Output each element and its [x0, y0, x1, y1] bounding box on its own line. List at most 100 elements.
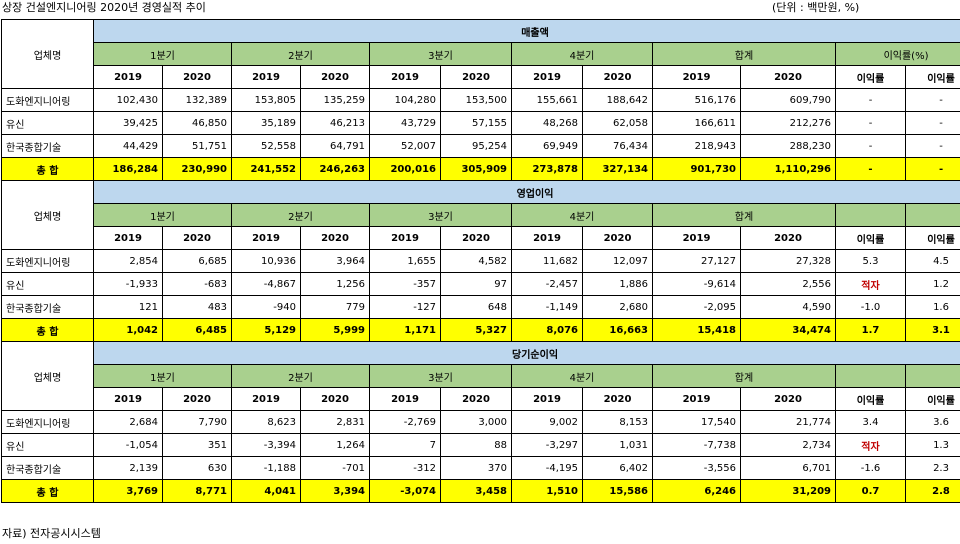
value-cell: 901,730 — [652, 157, 741, 181]
company-name: 유신 — [1, 433, 94, 457]
value-cell: -3,074 — [369, 479, 441, 503]
company-row: 한국종합기술 121 483 -940 779 -127 648 -1,149 2,680 -2,… — [1, 295, 960, 319]
ratio-cell: 2.3 — [904, 456, 960, 480]
year-header: 2020 — [162, 387, 232, 411]
value-cell: 2,684 — [93, 410, 163, 434]
quarter-header: 2분기 — [231, 42, 370, 66]
value-cell: 7,790 — [162, 410, 232, 434]
quarter-header: 3분기 — [369, 42, 512, 66]
ratio-cell: 1.7 — [835, 318, 906, 342]
value-cell: 370 — [440, 456, 512, 480]
value-cell: 230,990 — [162, 157, 232, 181]
value-cell: 43,729 — [369, 111, 441, 135]
value-cell: 2,854 — [93, 249, 163, 273]
value-cell: 12,097 — [582, 249, 653, 273]
year-header: 2020 — [162, 226, 232, 250]
value-cell: 3,458 — [440, 479, 512, 503]
value-cell: 64,791 — [300, 134, 370, 158]
value-cell: 7 — [369, 433, 441, 457]
quarter-header-row: 1분기 2분기 3분기 4분기 합계 — [2, 203, 960, 227]
value-cell: 648 — [440, 295, 512, 319]
value-cell: -1,149 — [511, 295, 583, 319]
company-name: 유신 — [1, 111, 94, 135]
total-label: 총 합 — [1, 318, 94, 342]
total-row: 총 합 186,284 230,990 241,552 246,263 200,016 30… — [1, 157, 960, 181]
year-header: 2019 — [652, 387, 741, 411]
value-cell: -2,095 — [652, 295, 741, 319]
year-header: 2020 — [582, 387, 653, 411]
value-cell: -3,556 — [652, 456, 741, 480]
value-cell: 305,909 — [440, 157, 512, 181]
ratio-cell: 1.3 — [904, 433, 960, 457]
value-cell: 8,076 — [511, 318, 583, 342]
ratio-header: 이익률 — [904, 387, 960, 411]
value-cell: 97 — [440, 272, 512, 296]
ratio-cell: 적자 — [835, 433, 906, 457]
value-cell: 6,685 — [162, 249, 232, 273]
value-cell: -940 — [231, 295, 301, 319]
ratio-cell: 1.2 — [904, 272, 960, 296]
value-cell: 1,042 — [93, 318, 163, 342]
value-cell: 62,058 — [582, 111, 653, 135]
company-header: 업체명 — [1, 341, 94, 411]
ratio-cell: 3.6 — [904, 410, 960, 434]
value-cell: -3,297 — [511, 433, 583, 457]
value-cell: 153,805 — [231, 88, 301, 112]
year-header: 2020 — [440, 226, 512, 250]
year-header: 2019 — [511, 387, 583, 411]
value-cell: 4,590 — [740, 295, 836, 319]
value-cell: -127 — [369, 295, 441, 319]
ratio-group-header: 이익률(%) — [834, 42, 960, 66]
ratio-header: 이익률 — [835, 226, 906, 250]
value-cell: -1,054 — [93, 433, 163, 457]
value-cell: -1,933 — [93, 272, 163, 296]
quarter-header: 2분기 — [231, 364, 370, 388]
year-header: 2020 — [740, 226, 836, 250]
company-row: 유신 -1,933 -683 -4,867 1,256 -357 97 -2,457 1,886… — [1, 272, 960, 296]
quarter-header: 4분기 — [511, 42, 653, 66]
value-cell: 10,936 — [231, 249, 301, 273]
value-cell: 166,611 — [652, 111, 741, 135]
year-header: 2019 — [231, 65, 301, 89]
company-header: 업체명 — [1, 19, 94, 89]
year-header: 2020 — [300, 387, 370, 411]
value-cell: 17,540 — [652, 410, 741, 434]
quarter-header: 1분기 — [93, 203, 232, 227]
value-cell: 630 — [162, 456, 232, 480]
value-cell: 48,268 — [511, 111, 583, 135]
value-cell: -2,457 — [511, 272, 583, 296]
value-cell: 273,878 — [511, 157, 583, 181]
value-cell: 5,129 — [231, 318, 301, 342]
value-cell: 3,769 — [93, 479, 163, 503]
value-cell: 351 — [162, 433, 232, 457]
company-row: 도화엔지니어링 2,684 7,790 8,623 2,831 -2,769 3,000 9,… — [1, 410, 960, 434]
ratio-cell: - — [835, 157, 906, 181]
value-cell: 288,230 — [740, 134, 836, 158]
value-cell: 186,284 — [93, 157, 163, 181]
value-cell: 1,171 — [369, 318, 441, 342]
ratio-cell: - — [904, 134, 960, 158]
value-cell: 121 — [93, 295, 163, 319]
source-note: 자료) 전자공시시스템 — [2, 527, 101, 540]
company-header: 업체명 — [1, 180, 94, 250]
value-cell: 8,623 — [231, 410, 301, 434]
value-cell: 132,389 — [162, 88, 232, 112]
value-cell: 4,582 — [440, 249, 512, 273]
quarter-header-row: 1분기 2분기 3분기 4분기 합계 이익률(%) — [2, 42, 960, 66]
value-cell: 2,734 — [740, 433, 836, 457]
value-cell: 188,642 — [582, 88, 653, 112]
value-cell: -2,769 — [369, 410, 441, 434]
value-cell: -7,738 — [652, 433, 741, 457]
value-cell: 2,680 — [582, 295, 653, 319]
total-label: 총 합 — [1, 157, 94, 181]
value-cell: 241,552 — [231, 157, 301, 181]
value-cell: 35,189 — [231, 111, 301, 135]
value-cell: 46,213 — [300, 111, 370, 135]
ratio-cell: - — [904, 157, 960, 181]
value-cell: 1,510 — [511, 479, 583, 503]
ratio-cell: 0.7 — [835, 479, 906, 503]
value-cell: 46,850 — [162, 111, 232, 135]
company-name: 한국종합기술 — [1, 295, 94, 319]
value-cell: 153,500 — [440, 88, 512, 112]
quarter-header: 합계 — [652, 42, 836, 66]
